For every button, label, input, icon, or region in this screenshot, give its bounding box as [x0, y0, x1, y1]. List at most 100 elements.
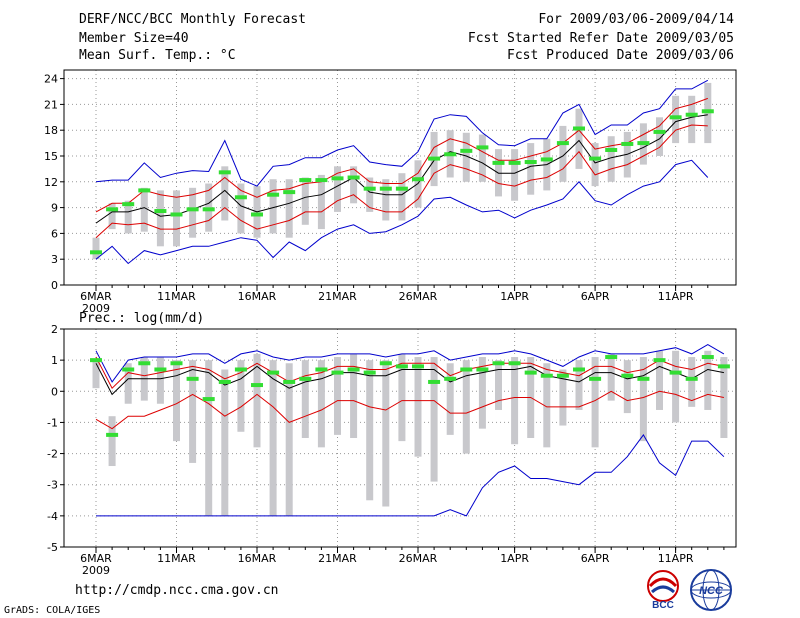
median-mark — [331, 370, 344, 375]
bcc-logo-text: BCC — [652, 600, 674, 610]
median-mark — [653, 129, 666, 134]
series-pct-high — [95, 97, 708, 213]
median-mark — [154, 367, 167, 372]
y-tick-label: 3 — [51, 253, 58, 266]
member-size: Member Size=40 — [79, 31, 189, 46]
x-tick-label: 21MAR — [318, 552, 357, 565]
median-mark — [315, 367, 328, 372]
spread-box — [688, 357, 696, 407]
forecast-period: For 2009/03/06-2009/04/14 — [538, 12, 734, 27]
series-max — [95, 344, 725, 383]
spread-box — [575, 360, 583, 410]
spread-box — [334, 166, 341, 212]
spread-box — [269, 360, 277, 516]
bcc-logo: BCC — [647, 570, 679, 610]
median-mark — [669, 370, 682, 375]
spread-box — [543, 363, 551, 448]
grads-credit: GrADS: COLA/IGES — [4, 605, 101, 616]
spread-box — [301, 360, 309, 438]
spread-box — [253, 353, 261, 448]
spread-box — [575, 108, 583, 169]
median-mark — [138, 361, 151, 366]
x-tick-label: 11MAR — [157, 290, 196, 303]
spread-box — [559, 125, 567, 182]
spread-box — [221, 166, 229, 221]
x-tick-label: 21MAR — [318, 290, 357, 303]
x-tick-label: 11APR — [658, 552, 694, 565]
y-tick-label: -5 — [47, 541, 58, 554]
y-tick-label: 24 — [44, 73, 58, 86]
spread-box — [591, 357, 599, 448]
footer-url: http://cmdp.ncc.cma.gov.cn — [75, 583, 279, 598]
median-mark — [363, 186, 376, 191]
median-mark — [540, 373, 553, 378]
series-pct-high — [95, 356, 724, 390]
median-mark — [653, 358, 666, 363]
spread-box — [221, 369, 229, 516]
spread-box — [173, 360, 180, 442]
spread-box — [446, 363, 454, 435]
y-tick-label: 18 — [44, 124, 58, 137]
spread-box — [607, 136, 615, 182]
median-mark — [444, 376, 457, 381]
spread-box — [156, 190, 164, 247]
spread-box — [511, 149, 519, 201]
spread-box — [285, 363, 293, 516]
x-tick-label: 11APR — [658, 290, 694, 303]
median-mark — [106, 432, 119, 437]
y-tick-label: 15 — [44, 150, 58, 163]
spread-box — [285, 179, 293, 238]
median-mark — [218, 379, 231, 384]
median-mark — [556, 373, 569, 378]
spread-box — [414, 357, 422, 457]
series-min — [95, 159, 709, 265]
median-mark — [299, 376, 312, 381]
median-mark — [267, 370, 280, 375]
median-mark — [122, 202, 135, 207]
forecast-title: DERF/NCC/BCC Monthly Forecast — [79, 12, 306, 27]
median-mark — [717, 364, 730, 369]
y-tick-label: -4 — [47, 510, 58, 523]
spread-box — [672, 95, 680, 144]
y-tick-label: 21 — [44, 98, 58, 111]
median-mark — [476, 367, 489, 372]
spread-box — [704, 350, 712, 410]
median-mark — [669, 115, 682, 120]
median-mark — [573, 126, 585, 131]
median-mark — [234, 367, 247, 372]
spread-box — [108, 416, 116, 467]
series-mean — [95, 114, 708, 224]
spread-box — [382, 179, 390, 221]
spread-box — [688, 95, 696, 144]
median-mark — [428, 379, 441, 384]
median-mark — [315, 178, 328, 183]
median-mark — [283, 379, 296, 384]
spread-box — [382, 360, 390, 507]
spread-box — [591, 143, 599, 187]
median-mark — [637, 141, 650, 146]
spread-box — [656, 350, 663, 410]
median-mark — [637, 376, 650, 381]
median-mark — [685, 376, 698, 381]
series-mean — [95, 363, 724, 396]
spread-box — [623, 360, 631, 414]
spread-box — [462, 132, 470, 182]
produced-date: Fcst Produced Date 2009/03/06 — [507, 48, 734, 63]
spread-box — [559, 369, 567, 426]
median-mark — [460, 367, 473, 372]
median-mark — [90, 358, 102, 363]
median-mark — [589, 376, 602, 381]
spread-box — [366, 360, 374, 501]
median-mark — [444, 152, 457, 157]
median-mark — [347, 175, 360, 180]
ncc-logo: NCC — [690, 569, 732, 611]
median-mark — [299, 178, 312, 183]
median-mark — [154, 209, 167, 214]
median-mark — [234, 195, 247, 200]
spread-box — [269, 179, 277, 234]
spread-box — [511, 357, 519, 445]
spread-box — [527, 143, 535, 195]
x-tick-label: 16MAR — [238, 552, 277, 565]
